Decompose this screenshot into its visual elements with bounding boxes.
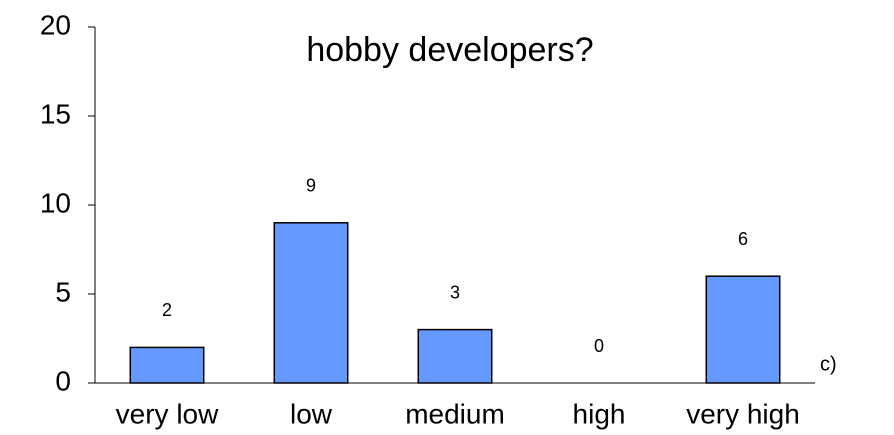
y-tick-label: 0 (55, 365, 71, 396)
chart-title: hobby developers? (306, 31, 593, 69)
x-tick-label: medium (405, 398, 505, 429)
data-label: 2 (162, 300, 172, 320)
x-tick-label: low (290, 398, 333, 429)
x-tick-label: very high (686, 398, 800, 429)
x-tick-label: very low (116, 398, 219, 429)
y-tick-label: 10 (40, 187, 71, 218)
bar (417, 328, 493, 384)
data-label: 6 (738, 229, 748, 249)
x-tick-label: high (573, 398, 626, 429)
data-label: 0 (594, 336, 604, 356)
data-label: 9 (306, 176, 316, 196)
y-tick-label: 15 (40, 98, 71, 129)
bar (705, 275, 781, 384)
data-label: 3 (450, 282, 460, 302)
y-tick-label: 5 (55, 276, 71, 307)
annotation: c) (820, 353, 837, 375)
bar (273, 222, 349, 384)
y-tick-label: 20 (40, 9, 71, 40)
bar (129, 346, 205, 384)
